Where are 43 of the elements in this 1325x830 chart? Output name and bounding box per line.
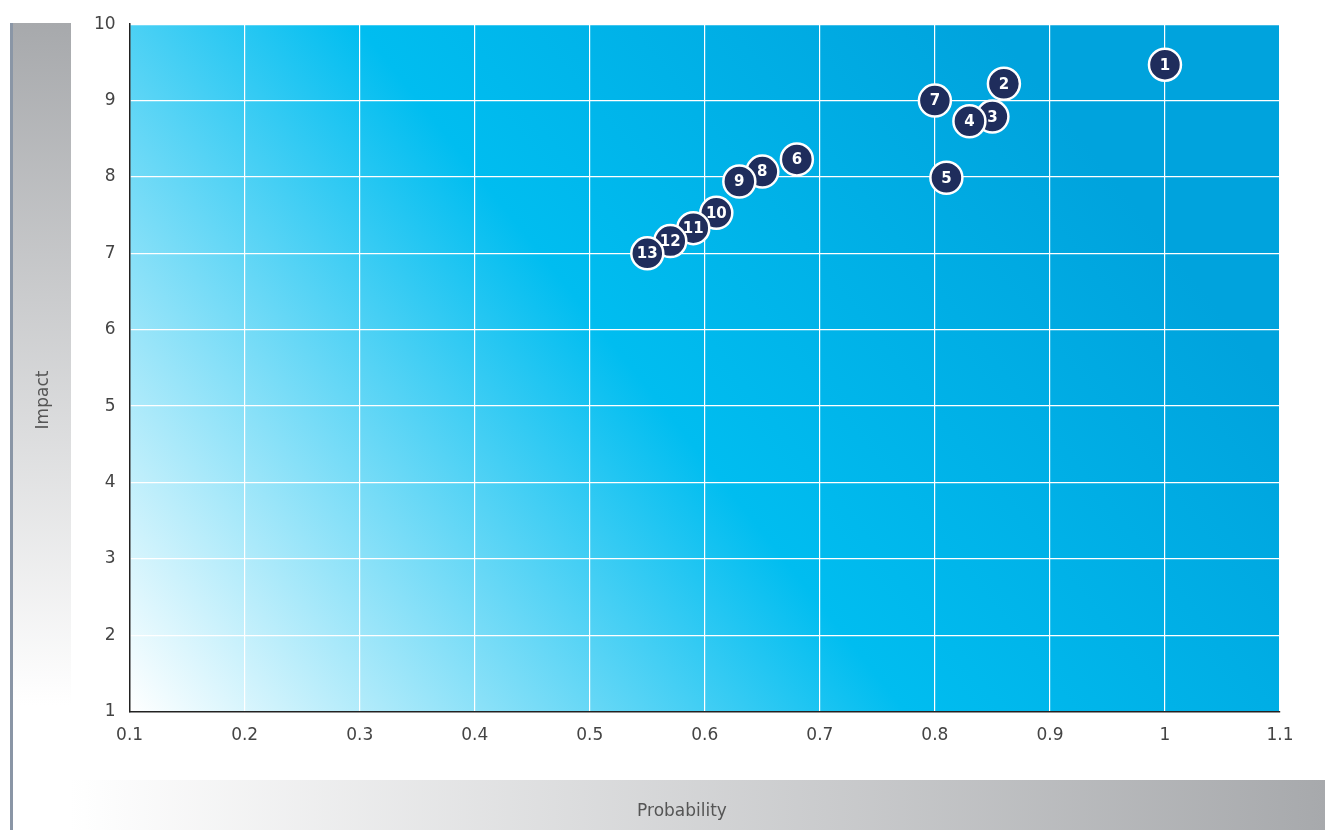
point (952, 103, 987, 139)
x-tick-label: 0.8 (921, 724, 949, 745)
y-tick-label: 10 (93, 12, 116, 33)
x-tick-label: 1.1 (1266, 724, 1294, 745)
annotation: 2 (998, 74, 1010, 93)
annotation: 7 (929, 91, 941, 110)
x-tick-label: 0.4 (461, 724, 489, 745)
annotation: 11 (682, 219, 704, 238)
annotation: 3 (987, 107, 998, 126)
point (917, 83, 953, 118)
y-tick-label: 3 (104, 547, 116, 568)
y-tick-label: 1 (104, 700, 116, 721)
annotation: 8 (757, 162, 768, 181)
point (1147, 47, 1183, 82)
x-tick-label: 0.9 (1036, 724, 1064, 745)
annotation: 9 (734, 172, 745, 191)
point (722, 164, 757, 199)
y-tick-label: 7 (104, 241, 116, 262)
y-tick-label: 4 (104, 470, 116, 491)
x-tick-label: 0.1 (116, 724, 144, 745)
annotation: 1 (1159, 55, 1171, 74)
x-tick-label: 1 (1159, 724, 1171, 745)
x-tick-label: 0.7 (806, 724, 834, 745)
point (929, 160, 964, 195)
x-axis-title: Probability (637, 800, 727, 820)
y-tick-label: 9 (104, 89, 116, 109)
y-axis-title: Impact (32, 370, 52, 430)
x-tick-label: 0.3 (346, 724, 374, 745)
x-tick-label: 0.5 (576, 724, 604, 745)
y-tick-label: 8 (104, 165, 116, 186)
annotation: 10 (705, 203, 727, 222)
annotation: 13 (636, 244, 658, 263)
annotation: 6 (791, 150, 803, 169)
point (779, 142, 815, 177)
point (986, 66, 1022, 102)
x-tick-label: 0.6 (691, 724, 719, 745)
annotation: 4 (964, 112, 975, 131)
y-tick-label: 6 (104, 318, 116, 339)
x-tick-label: 0.2 (231, 724, 259, 745)
y-tick-label: 2 (104, 623, 116, 644)
y-tick-label: 5 (104, 394, 116, 415)
annotation: 12 (659, 232, 681, 250)
annotation: 5 (941, 168, 952, 187)
